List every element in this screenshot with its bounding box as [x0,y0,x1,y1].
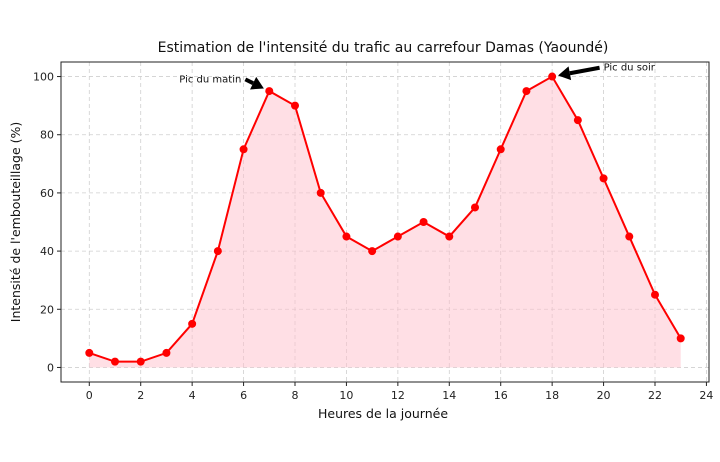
x-tick-label: 24 [699,389,713,402]
series-line [88,75,682,363]
y-tick-label: 60 [40,187,54,200]
x-tick-label: 18 [545,389,559,402]
x-tick-label: 14 [442,389,456,402]
data-point [393,232,402,241]
x-axis-ticks: 0 2 4 6 8 10 12 14 16 18 20 22 24 [86,382,713,402]
data-points [85,72,685,366]
data-point [419,218,428,226]
data-point [291,101,299,110]
annotation-arrow-shaft [569,65,600,76]
x-tick-label: 4 [189,389,196,402]
y-axis-ticks: 0 20 40 60 80 100 [33,71,61,374]
x-tick-label: 10 [339,389,353,402]
x-tick-label: 16 [494,389,508,402]
data-point [188,319,197,328]
annotation-arrow-head [558,66,572,81]
x-tick-label: 2 [137,389,144,402]
data-point [548,72,557,81]
plot-frame [60,61,710,383]
data-point [316,188,325,197]
y-tick-label: 0 [47,361,54,374]
data-point [239,145,248,154]
data-point [111,357,119,366]
annotations: Pic du matin Pic du soir [179,63,656,90]
annotation-label: Pic du matin [179,74,241,85]
x-axis-title: Heures de la journée [318,406,448,421]
data-point [471,203,479,212]
data-point [573,116,582,125]
data-point [599,174,608,183]
data-point [85,348,94,357]
x-tick-label: 22 [648,389,662,402]
data-point [676,334,685,343]
annotation-arrow-shaft [244,77,254,85]
x-tick-label: 6 [240,389,247,402]
annotation-arrow-head [250,76,264,90]
x-tick-label: 12 [391,389,405,402]
y-tick-label: 100 [33,71,54,84]
x-tick-label: 20 [597,389,611,402]
data-point [265,87,274,96]
data-point [342,232,351,241]
y-tick-label: 80 [40,129,54,142]
data-point [445,232,454,241]
data-point [213,247,222,256]
data-point [496,145,505,154]
data-point [136,357,145,366]
y-tick-label: 40 [40,245,54,258]
series-area-fill [89,76,681,368]
data-point [522,87,531,96]
y-axis-title: Intensité de l'embouteillage (%) [8,122,23,322]
x-tick-label: 8 [292,389,299,402]
data-point [651,290,659,299]
x-tick-label: 0 [86,389,93,402]
data-point [368,247,377,256]
chart-title: Estimation de l'intensité du trafic au c… [158,40,609,56]
data-point [625,232,634,241]
annotation-label: Pic du soir [604,63,656,74]
y-tick-label: 20 [40,303,54,316]
data-point [162,348,171,357]
